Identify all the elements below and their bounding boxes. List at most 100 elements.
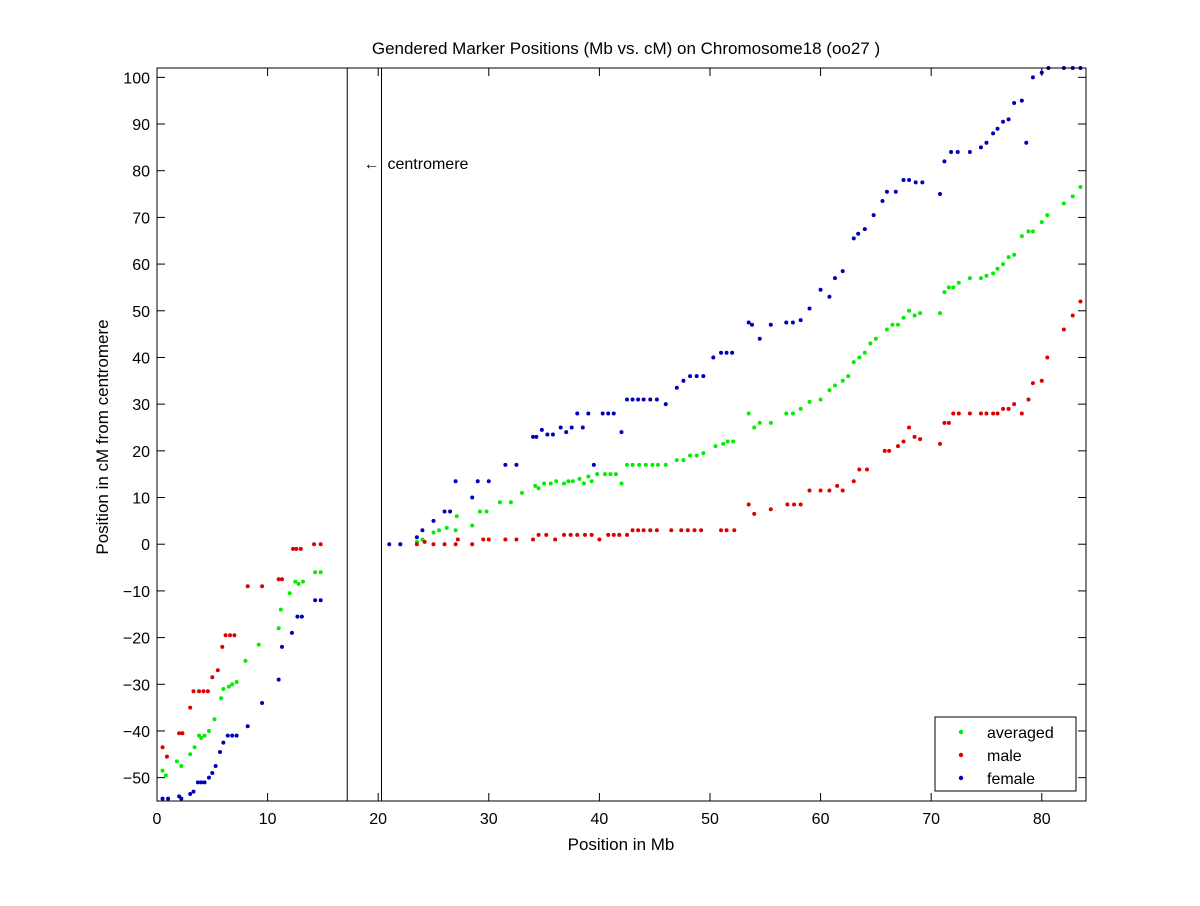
point-male — [746, 502, 751, 507]
point-male — [818, 488, 823, 493]
point-male — [210, 675, 215, 680]
point-female — [641, 397, 646, 402]
y-tick-label: −20 — [123, 631, 150, 648]
centromere-label: centromere — [388, 156, 469, 173]
point-averaged — [818, 397, 823, 402]
point-male — [946, 420, 951, 425]
point-female — [279, 644, 284, 649]
point-male — [611, 532, 616, 537]
point-male — [442, 542, 447, 547]
legend-label-averaged: averaged — [987, 725, 1054, 742]
point-male — [191, 689, 196, 694]
point-female — [724, 350, 729, 355]
axes: 0 10 20 30 40 50 60 70 80 −50 −40 −30 −20 −10 0 10 20 30 4… — [123, 67, 1087, 828]
point-female — [569, 425, 574, 430]
point-female — [807, 306, 812, 311]
point-female — [991, 131, 996, 136]
point-averaged — [174, 759, 179, 764]
point-averaged — [807, 399, 812, 404]
point-female — [757, 336, 762, 341]
centromere-region: ← centromere — [346, 68, 469, 801]
point-male — [942, 420, 947, 425]
point-averaged — [163, 773, 168, 778]
point-female — [688, 374, 693, 379]
point-averaged — [757, 420, 762, 425]
point-female — [221, 740, 226, 745]
point-averaged — [160, 768, 165, 773]
point-female — [730, 350, 735, 355]
point-averaged — [188, 752, 193, 757]
point-averaged — [790, 411, 795, 416]
x-tick-label: 50 — [701, 811, 719, 828]
point-female — [195, 780, 200, 785]
point-female — [920, 180, 925, 185]
point-female — [206, 775, 211, 780]
point-female — [202, 780, 207, 785]
x-tick-label: 70 — [922, 811, 940, 828]
point-averaged — [318, 570, 323, 575]
point-female — [448, 509, 453, 514]
point-female — [586, 411, 591, 416]
x-tick-label: 30 — [480, 811, 498, 828]
point-female — [681, 378, 686, 383]
point-averaged — [901, 315, 906, 320]
point-averaged — [873, 336, 878, 341]
point-averaged — [300, 579, 305, 584]
point-female — [179, 796, 184, 801]
legend-box — [934, 716, 1077, 792]
point-male — [205, 689, 210, 694]
point-male — [279, 577, 284, 582]
point-male — [785, 502, 790, 507]
point-female — [1012, 101, 1017, 106]
point-averaged — [212, 717, 217, 722]
point-averaged — [625, 462, 630, 467]
point-male — [514, 537, 519, 542]
point-male — [625, 532, 630, 537]
point-female — [694, 374, 699, 379]
point-male — [840, 488, 845, 493]
point-male — [164, 754, 169, 759]
point-female — [387, 542, 392, 547]
point-male — [215, 668, 220, 673]
x-tick-label: 80 — [1033, 811, 1051, 828]
point-male — [851, 479, 856, 484]
point-female — [420, 528, 425, 533]
point-averaged — [655, 462, 660, 467]
point-female — [955, 150, 960, 155]
point-female — [160, 796, 165, 801]
point-female — [818, 287, 823, 292]
y-tick-label: 0 — [141, 537, 150, 554]
point-male — [719, 528, 724, 533]
point-male — [1061, 327, 1066, 332]
point-male — [699, 528, 704, 533]
point-male — [201, 689, 206, 694]
x-tick-label: 40 — [590, 811, 608, 828]
point-female — [851, 236, 856, 241]
point-male — [918, 437, 923, 442]
point-averaged — [995, 266, 1000, 271]
point-averaged — [663, 462, 668, 467]
point-male — [951, 411, 956, 416]
point-averaged — [199, 735, 204, 740]
point-male — [956, 411, 961, 416]
point-male — [245, 584, 250, 589]
y-tick-label: 40 — [132, 350, 150, 367]
point-male — [648, 528, 653, 533]
point-female — [880, 199, 885, 204]
point-averaged — [497, 500, 502, 505]
y-tick-label: −50 — [123, 771, 150, 788]
point-male — [160, 745, 165, 750]
point-female — [295, 614, 300, 619]
point-male — [232, 633, 237, 638]
point-averaged — [967, 276, 972, 281]
point-averaged — [991, 271, 996, 276]
plot-frame — [156, 67, 1087, 802]
point-averaged — [701, 451, 706, 456]
point-averaged — [768, 420, 773, 425]
point-female — [213, 763, 218, 768]
point-male — [197, 689, 202, 694]
point-male — [882, 448, 887, 453]
point-male — [630, 528, 635, 533]
point-female — [166, 796, 171, 801]
series-layer — [160, 66, 1083, 801]
